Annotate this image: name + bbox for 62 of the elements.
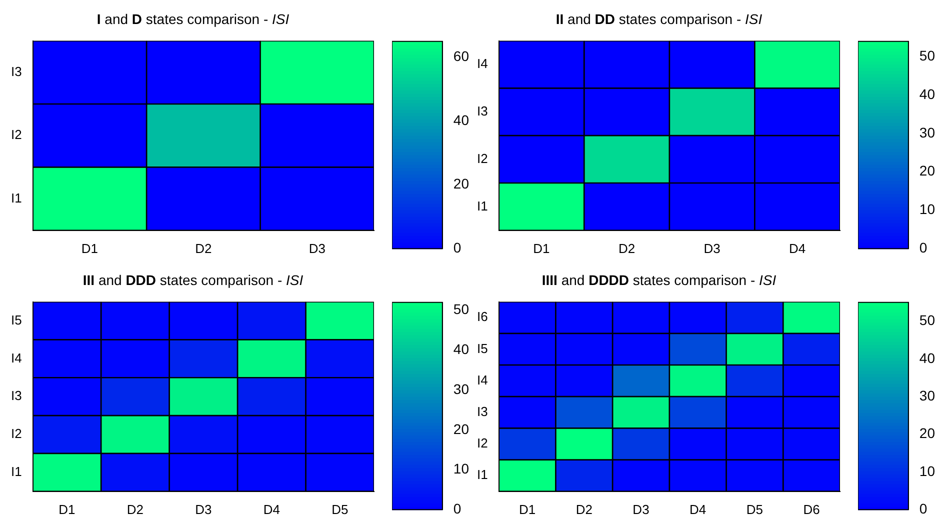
chart-title: I and D states comparison - ISI [96, 11, 290, 27]
x-tick-label: D4 [263, 502, 280, 517]
y-tick-label: I1 [11, 190, 22, 206]
x-tick-label: D2 [576, 502, 592, 517]
x-tick-label: D5 [332, 502, 348, 517]
x-tick-label: D1 [81, 240, 98, 256]
x-tick-label: D1 [533, 240, 550, 256]
color-bar-label: 40 [919, 86, 936, 102]
color-bar-label: 0 [919, 239, 928, 256]
color-bar-label: 0 [453, 239, 462, 256]
y-tick-label: I1 [11, 464, 22, 480]
x-tick-label: D4 [690, 502, 706, 517]
y-tick-label: I4 [11, 350, 22, 366]
x-tick-label: D4 [789, 240, 806, 256]
color-bar-label: 30 [919, 387, 936, 404]
color-bar-label: 20 [919, 162, 936, 179]
color-bar-label: 20 [919, 425, 936, 442]
y-tick-label: I1 [477, 467, 488, 482]
color-bar-label: 40 [453, 341, 470, 358]
y-tick-label: I3 [11, 64, 22, 79]
color-bar-label: 20 [453, 176, 470, 192]
color-bar-label: 10 [453, 460, 470, 477]
color-bar-label: 60 [453, 48, 470, 64]
y-tick-label: I1 [477, 198, 488, 214]
color-bar-label: 50 [453, 301, 470, 318]
y-tick-label: I3 [477, 404, 488, 419]
y-tick-label: I3 [11, 388, 22, 404]
color-bar-label: 40 [453, 112, 470, 128]
y-tick-label: I2 [477, 150, 488, 166]
color-bar-label: 0 [453, 500, 462, 516]
chart-title: IIII and DDDD states comparison - ISI [542, 272, 776, 288]
x-tick-label: D2 [126, 502, 144, 517]
x-tick-label: D2 [618, 240, 636, 256]
y-tick-label: I4 [477, 56, 488, 72]
y-tick-label: I2 [11, 426, 22, 442]
x-tick-label: D3 [704, 240, 720, 256]
color-bar-label: 30 [919, 124, 936, 140]
x-tick-label: D5 [746, 502, 764, 517]
chart-title: III and DDD states comparison - ISI [82, 272, 304, 288]
x-tick-label: D3 [632, 502, 650, 517]
y-tick-label: I2 [477, 436, 488, 451]
color-bar-label: 30 [453, 380, 470, 397]
y-tick-label: I3 [477, 103, 488, 118]
color-bar-label: 40 [919, 350, 936, 366]
y-tick-label: I6 [477, 309, 488, 324]
x-tick-label: D3 [195, 502, 212, 517]
color-bar-label: 50 [919, 48, 936, 64]
y-tick-label: I5 [477, 340, 488, 356]
color-bar-label: 10 [919, 462, 936, 479]
chart-title: II and DD states comparison - ISI [556, 11, 762, 27]
y-tick-label: I4 [477, 372, 488, 388]
color-bar-label: 50 [919, 312, 936, 328]
y-tick-label: I2 [11, 127, 22, 142]
x-tick-label: D3 [308, 240, 326, 256]
color-bar-label: 0 [919, 500, 928, 516]
color-bar-label: 10 [919, 201, 936, 218]
x-tick-label: D6 [803, 502, 820, 517]
y-tick-label: I5 [11, 312, 22, 328]
color-bar-label: 20 [453, 420, 470, 437]
x-tick-label: D2 [195, 240, 212, 256]
x-tick-label: D1 [58, 502, 76, 517]
x-tick-label: D1 [518, 502, 536, 517]
